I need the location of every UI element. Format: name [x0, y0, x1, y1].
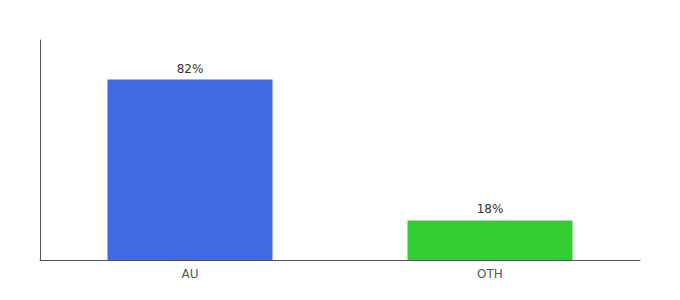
- svg-text:AU: AU: [182, 267, 199, 281]
- svg-text:18%: 18%: [477, 202, 504, 216]
- svg-text:82%: 82%: [177, 62, 204, 76]
- svg-text:OTH: OTH: [477, 267, 503, 281]
